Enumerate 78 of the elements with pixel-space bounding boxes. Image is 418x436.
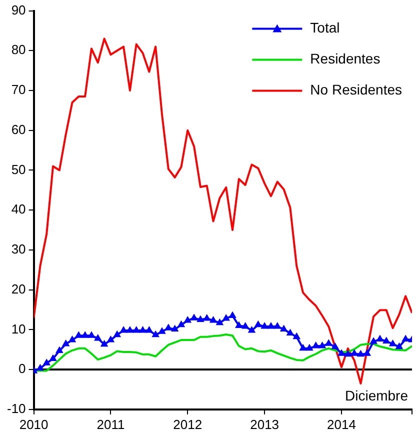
point (370, 338, 378, 344)
point (261, 322, 268, 329)
point (254, 320, 262, 328)
point (146, 326, 153, 333)
y-tick-label: 10 (11, 321, 26, 336)
y-tick-label: 90 (11, 2, 26, 18)
point (43, 359, 50, 366)
point (36, 364, 44, 371)
point (100, 340, 108, 347)
point (62, 340, 70, 346)
y-tick-label: 20 (11, 281, 26, 296)
legend-label: No Residentes (310, 82, 402, 98)
point (357, 350, 364, 357)
point (216, 318, 224, 326)
x-tick-label: 2013 (250, 416, 280, 432)
point (312, 342, 320, 348)
legend-label: Total (310, 20, 340, 36)
point (114, 330, 121, 338)
point (332, 342, 339, 350)
y-tick-label: 50 (11, 162, 26, 177)
point (235, 322, 242, 328)
point (203, 314, 210, 321)
point (126, 326, 134, 333)
point (190, 314, 198, 320)
point (299, 344, 307, 351)
y-tick-label: 70 (11, 82, 26, 98)
point (396, 342, 403, 350)
point (139, 326, 146, 333)
point (389, 340, 396, 346)
point (248, 326, 256, 333)
point (68, 336, 76, 342)
x-tick-label: 2011 (96, 416, 125, 432)
point (152, 330, 160, 338)
point (120, 326, 128, 333)
point (293, 332, 300, 340)
point (228, 312, 236, 318)
point (178, 320, 185, 328)
point (344, 350, 352, 357)
point (164, 324, 172, 330)
point (306, 344, 313, 351)
point (222, 314, 230, 321)
point (382, 337, 390, 344)
y-tick-label: -10 (6, 400, 26, 416)
x-tick-label: 2014 (327, 416, 356, 432)
legend-label: Residentes (310, 50, 380, 67)
point (88, 332, 96, 338)
point (267, 322, 275, 329)
point (338, 350, 346, 356)
point (242, 322, 249, 329)
point (280, 325, 288, 332)
point (196, 316, 204, 322)
y-tick-label: 30 (11, 242, 26, 257)
point (107, 336, 114, 342)
point (184, 316, 192, 323)
point (286, 329, 294, 336)
x-tick-label: 2010 (19, 416, 48, 432)
point (82, 332, 89, 338)
y-tick-label: 80 (11, 42, 26, 58)
point (94, 334, 102, 341)
y-tick-label: 40 (11, 202, 26, 217)
point (171, 325, 178, 332)
point (49, 354, 57, 362)
point (132, 326, 140, 333)
point (75, 332, 82, 338)
point (325, 340, 332, 346)
point (274, 322, 281, 329)
point (376, 335, 384, 342)
point (210, 316, 217, 323)
point (364, 350, 371, 356)
y-tick-label: 0 (18, 361, 26, 376)
y-tick-label: 60 (11, 122, 26, 137)
point (158, 328, 166, 334)
point (56, 346, 63, 354)
annotation: Diciembre (344, 387, 408, 404)
point (318, 342, 326, 348)
x-tick-label: 2012 (173, 416, 202, 432)
point (350, 350, 358, 356)
point (402, 335, 410, 342)
